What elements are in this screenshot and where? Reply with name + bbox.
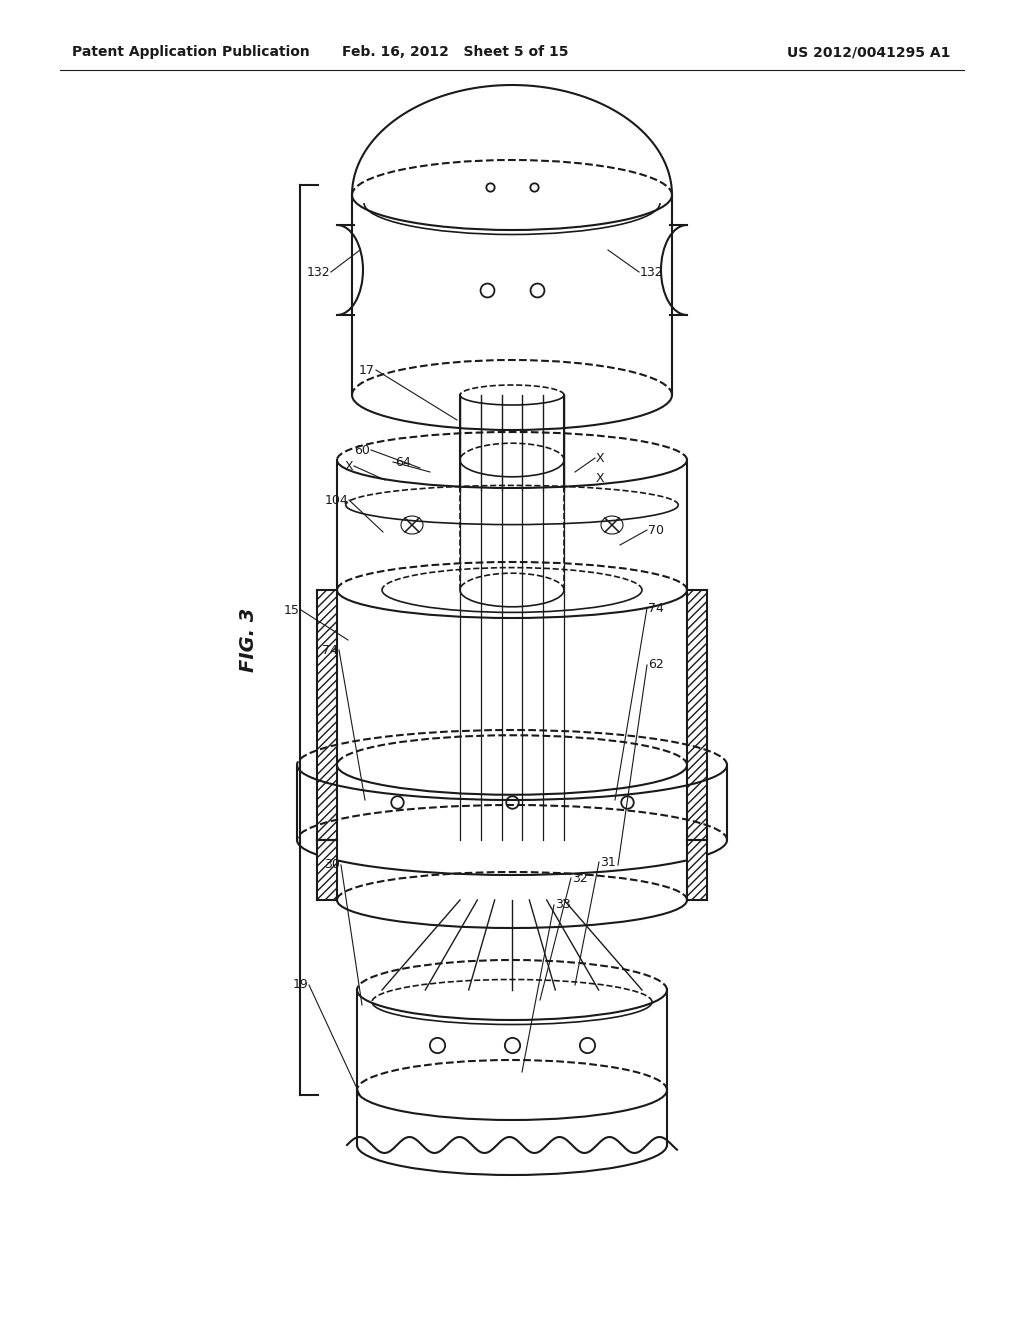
Bar <box>317 840 337 900</box>
Text: 32: 32 <box>572 871 588 884</box>
Text: Patent Application Publication: Patent Application Publication <box>72 45 309 59</box>
Bar <box>317 590 337 840</box>
Text: 15: 15 <box>284 603 300 616</box>
Text: 60: 60 <box>354 444 370 457</box>
Text: US 2012/0041295 A1: US 2012/0041295 A1 <box>786 45 950 59</box>
Bar <box>687 590 707 840</box>
Text: 132: 132 <box>640 265 664 279</box>
Text: 33: 33 <box>555 899 570 912</box>
Text: X: X <box>344 459 353 473</box>
Text: Feb. 16, 2012   Sheet 5 of 15: Feb. 16, 2012 Sheet 5 of 15 <box>342 45 568 59</box>
Text: X: X <box>596 451 604 465</box>
Text: X: X <box>596 471 604 484</box>
Text: 17: 17 <box>359 363 375 376</box>
Bar <box>687 840 707 900</box>
Text: 30: 30 <box>325 858 340 871</box>
Text: FIG. 3: FIG. 3 <box>239 607 257 672</box>
Text: 19: 19 <box>292 978 308 991</box>
Text: 74: 74 <box>648 602 664 615</box>
Text: 64: 64 <box>395 455 411 469</box>
Text: 62: 62 <box>648 659 664 672</box>
Text: 31: 31 <box>600 855 615 869</box>
Text: 104: 104 <box>325 494 348 507</box>
Text: 132: 132 <box>306 265 330 279</box>
Text: 70: 70 <box>648 524 664 536</box>
Text: 74: 74 <box>323 644 338 656</box>
